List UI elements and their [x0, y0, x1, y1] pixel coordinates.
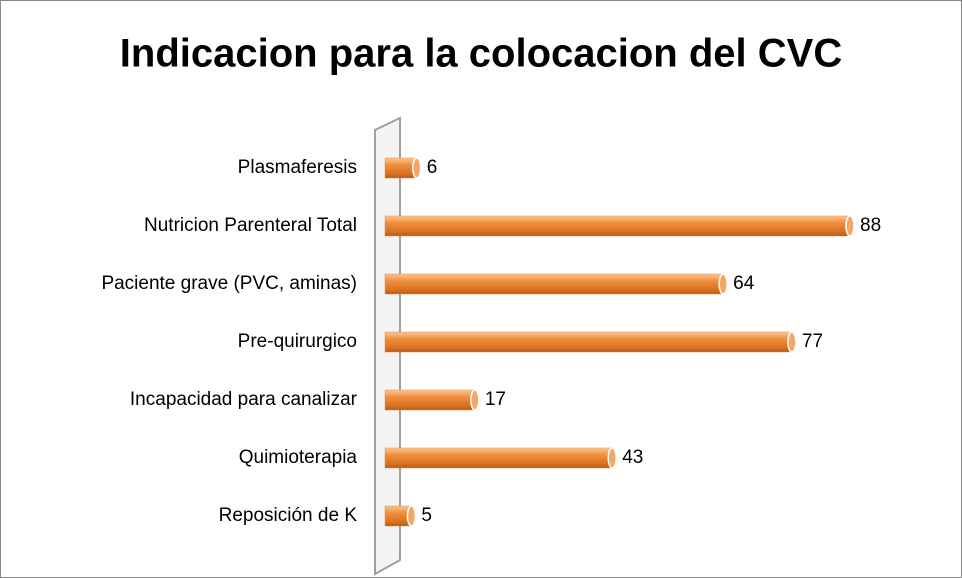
category-label: Paciente grave (PVC, aminas): [101, 273, 357, 294]
category-label: Plasmaferesis: [238, 157, 357, 178]
bar: [384, 157, 422, 179]
data-label: 17: [485, 389, 506, 410]
bar: [384, 215, 855, 237]
category-label: Pre-quirurgico: [238, 331, 357, 352]
bar: [384, 447, 617, 469]
data-label: 64: [733, 273, 755, 294]
data-label: 77: [802, 331, 823, 352]
data-label: 43: [622, 447, 643, 468]
bar: [384, 389, 480, 411]
category-label: Quimioterapia: [239, 447, 358, 468]
data-label: 88: [860, 215, 881, 236]
bar: [384, 505, 417, 527]
data-label: 5: [421, 505, 432, 526]
bar: [384, 273, 728, 295]
bar: [384, 331, 797, 353]
category-label: Nutricion Parenteral Total: [144, 215, 357, 236]
data-label: 6: [427, 157, 438, 178]
chart-title: Indicacion para la colocacion del CVC: [120, 32, 842, 76]
category-label: Reposición de K: [219, 505, 358, 526]
category-label: Incapacidad para canalizar: [130, 389, 358, 410]
